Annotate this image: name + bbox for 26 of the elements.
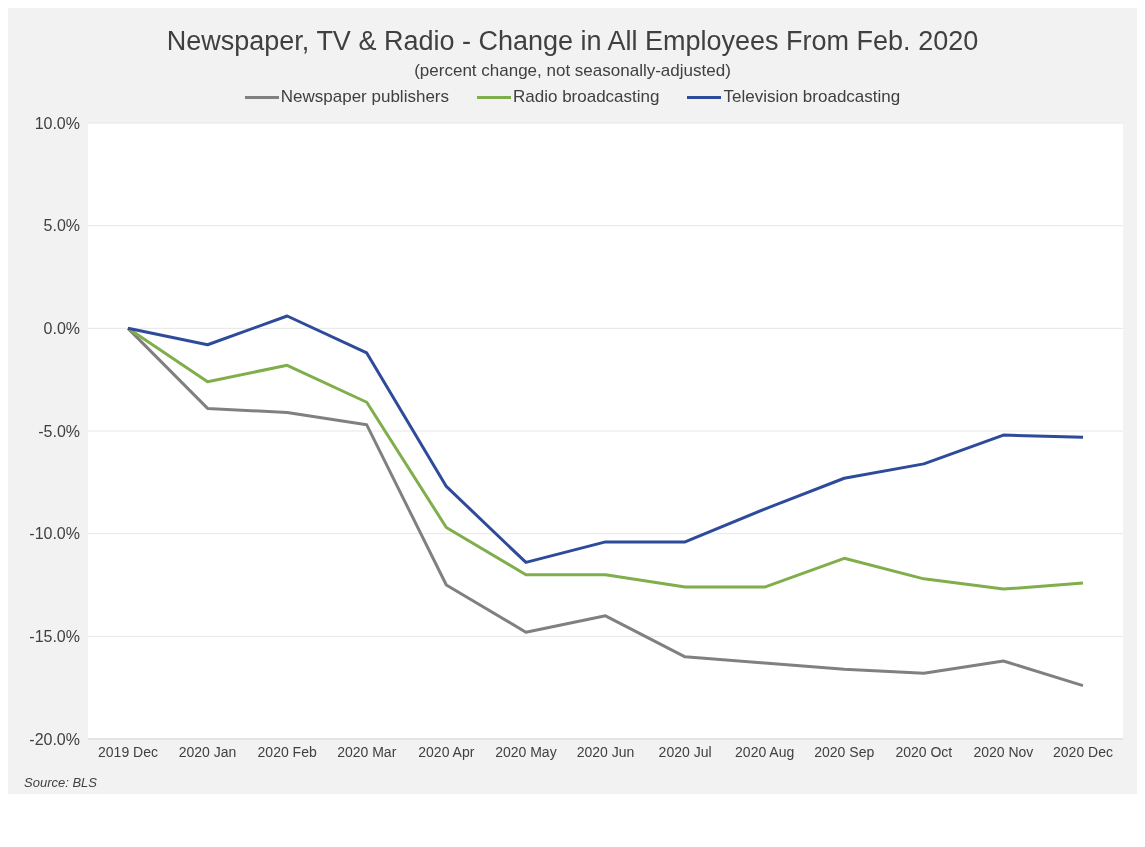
legend-label: Radio broadcasting (512, 87, 660, 107)
x-tick-label: 2020 Jun (576, 743, 635, 760)
x-tick-label: 2020 May (495, 743, 557, 760)
legend-label: Television broadcasting (722, 87, 901, 107)
legend-label: Newspaper publishers (279, 87, 449, 107)
y-tick-label: -20.0% (29, 730, 80, 748)
x-tick-label: 2019 Dec (98, 743, 158, 760)
x-tick-label: 2020 Apr (418, 743, 475, 760)
x-tick-label: 2020 Mar (337, 743, 397, 760)
x-tick-label: 2020 Oct (895, 743, 953, 760)
chart-title: Newspaper, TV & Radio - Change in All Employees From Feb. 2020 (165, 25, 980, 57)
y-tick-label: -15.0% (29, 628, 80, 646)
y-tick-label: 10.0% (34, 114, 80, 132)
x-tick-label: 2020 Jul (658, 743, 712, 760)
chart-subtitle: (percent change, not seasonally-adjusted) (413, 61, 732, 81)
y-tick-label: 0.0% (43, 320, 80, 338)
x-tick-label: 2020 Sep (814, 743, 875, 760)
y-tick-label: -10.0% (29, 525, 80, 543)
y-tick-label: -5.0% (38, 422, 80, 440)
x-tick-label: 2020 Nov (973, 743, 1034, 760)
x-tick-label: 2020 Jan (178, 743, 237, 760)
x-tick-label: 2020 Dec (1053, 743, 1113, 760)
source-note: Source: BLS (24, 775, 98, 790)
x-tick-label: 2020 Feb (257, 743, 317, 760)
x-tick-label: 2020 Aug (735, 743, 795, 760)
y-tick-label: 5.0% (43, 217, 80, 235)
